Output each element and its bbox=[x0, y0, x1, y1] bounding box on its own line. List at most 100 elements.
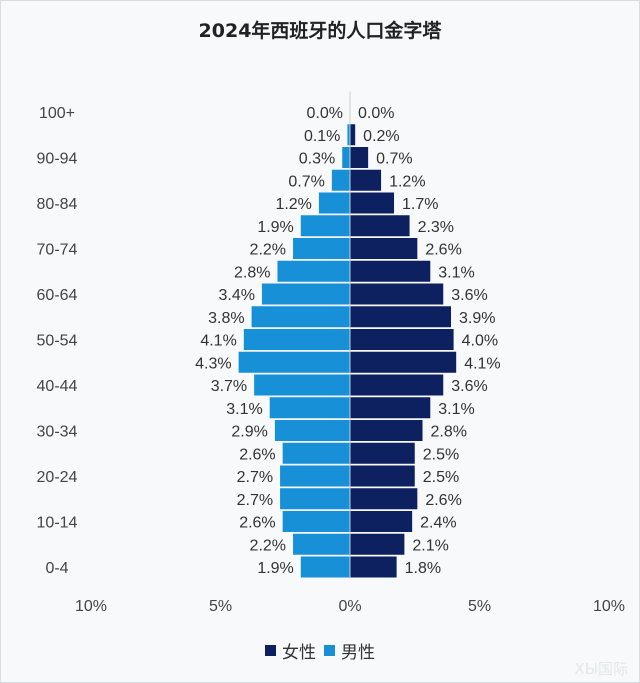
data-label-male: 2.6% bbox=[239, 515, 275, 532]
data-label-female: 3.6% bbox=[451, 287, 487, 304]
bar-male bbox=[280, 465, 350, 487]
category-tick-label: 70-74 bbox=[37, 242, 78, 259]
bar-male bbox=[254, 374, 350, 396]
bar-male bbox=[342, 147, 350, 168]
bar-male bbox=[277, 260, 350, 282]
bar-male bbox=[300, 556, 350, 578]
data-label-male: 2.2% bbox=[250, 537, 286, 554]
data-label-male: 3.4% bbox=[218, 287, 254, 304]
x-tick-label: 10% bbox=[593, 598, 625, 615]
bar-male bbox=[261, 283, 350, 305]
data-label-female: 1.2% bbox=[389, 173, 425, 190]
bar-female bbox=[350, 147, 369, 168]
x-tick-label: 5% bbox=[209, 598, 232, 615]
data-label-male: 1.9% bbox=[257, 560, 293, 577]
x-tick-label: 10% bbox=[75, 598, 107, 615]
data-label-female: 4.1% bbox=[464, 355, 500, 372]
data-label-female: 0.0% bbox=[358, 105, 394, 122]
category-tick-label: 20-24 bbox=[37, 469, 78, 486]
bar-male bbox=[238, 351, 350, 373]
data-label-female: 2.6% bbox=[425, 242, 461, 259]
data-label-female: 1.7% bbox=[402, 196, 438, 213]
bar-female bbox=[350, 124, 356, 146]
chart-title: 2024年西班牙的人口金字塔 bbox=[198, 20, 442, 42]
data-label-male: 1.2% bbox=[275, 196, 311, 213]
bar-female bbox=[350, 488, 418, 510]
data-label-male: 2.7% bbox=[237, 469, 273, 486]
legend-swatch-male bbox=[324, 645, 335, 656]
category-tick-label: 80-84 bbox=[37, 196, 78, 213]
category-tick-label: 60-64 bbox=[37, 287, 78, 304]
legend-label-male: 男性 bbox=[341, 643, 375, 663]
bar-female bbox=[350, 192, 395, 214]
data-label-male: 2.8% bbox=[234, 264, 270, 281]
chart-legend: 女性 男性 bbox=[0, 638, 640, 663]
legend-swatch-female bbox=[265, 645, 276, 656]
bar-female bbox=[350, 306, 452, 328]
bar-male bbox=[293, 533, 350, 555]
data-label-male: 2.6% bbox=[239, 446, 275, 463]
bar-female bbox=[350, 556, 397, 578]
data-label-male: 0.0% bbox=[307, 105, 343, 122]
bar-male bbox=[243, 329, 350, 350]
data-label-female: 1.8% bbox=[405, 560, 441, 577]
bar-female bbox=[350, 533, 405, 555]
bar-female bbox=[350, 465, 415, 487]
category-tick-label: 10-14 bbox=[37, 515, 78, 532]
data-label-female: 2.5% bbox=[423, 446, 459, 463]
category-tick-label: 40-44 bbox=[37, 378, 78, 395]
bar-female bbox=[350, 374, 444, 396]
data-label-male: 4.3% bbox=[195, 355, 231, 372]
bar-female bbox=[350, 215, 410, 237]
bar-male bbox=[280, 488, 350, 510]
data-label-male: 0.7% bbox=[288, 173, 324, 190]
bar-male bbox=[274, 420, 350, 441]
bar-male bbox=[282, 511, 350, 532]
bar-female bbox=[350, 351, 457, 373]
category-tick-label: 90-94 bbox=[37, 151, 78, 168]
bar-female bbox=[350, 283, 444, 305]
data-label-female: 2.8% bbox=[431, 424, 467, 441]
data-label-female: 4.0% bbox=[462, 333, 498, 350]
data-label-male: 3.7% bbox=[211, 378, 247, 395]
x-tick-label: 0% bbox=[338, 598, 361, 615]
category-tick-label: 100+ bbox=[39, 105, 75, 122]
data-label-male: 2.2% bbox=[250, 242, 286, 259]
bar-male bbox=[318, 192, 350, 214]
data-label-female: 2.4% bbox=[420, 515, 456, 532]
data-label-male: 4.1% bbox=[200, 333, 236, 350]
data-label-female: 0.7% bbox=[376, 151, 412, 168]
data-label-female: 0.2% bbox=[363, 128, 399, 145]
legend-label-female: 女性 bbox=[282, 643, 316, 663]
bar-male bbox=[293, 238, 350, 259]
data-label-male: 3.8% bbox=[208, 310, 244, 327]
data-label-female: 2.3% bbox=[418, 219, 454, 236]
data-label-female: 3.1% bbox=[438, 264, 474, 281]
bar-male bbox=[347, 124, 350, 146]
bar-female bbox=[350, 420, 423, 441]
bar-female bbox=[350, 260, 431, 282]
bar-female bbox=[350, 238, 418, 259]
data-label-male: 0.1% bbox=[304, 128, 340, 145]
legend-item-male: 男性 bbox=[324, 638, 375, 663]
data-label-female: 3.6% bbox=[451, 378, 487, 395]
data-label-male: 2.7% bbox=[237, 492, 273, 509]
bar-female bbox=[350, 169, 382, 191]
data-label-male: 0.3% bbox=[299, 151, 335, 168]
data-label-male: 3.1% bbox=[226, 401, 262, 418]
bar-male bbox=[300, 215, 350, 237]
bar-male bbox=[282, 442, 350, 464]
watermark: ХЫ国际 bbox=[574, 660, 628, 678]
legend-item-female: 女性 bbox=[265, 638, 316, 663]
category-tick-label: 30-34 bbox=[37, 424, 78, 441]
bar-male bbox=[251, 306, 350, 328]
data-label-female: 3.1% bbox=[438, 401, 474, 418]
data-label-female: 2.6% bbox=[425, 492, 461, 509]
data-label-male: 1.9% bbox=[257, 219, 293, 236]
data-label-female: 3.9% bbox=[459, 310, 495, 327]
data-label-female: 2.5% bbox=[423, 469, 459, 486]
category-tick-label: 50-54 bbox=[37, 333, 78, 350]
data-label-female: 2.1% bbox=[412, 537, 448, 554]
data-label-male: 2.9% bbox=[231, 424, 267, 441]
